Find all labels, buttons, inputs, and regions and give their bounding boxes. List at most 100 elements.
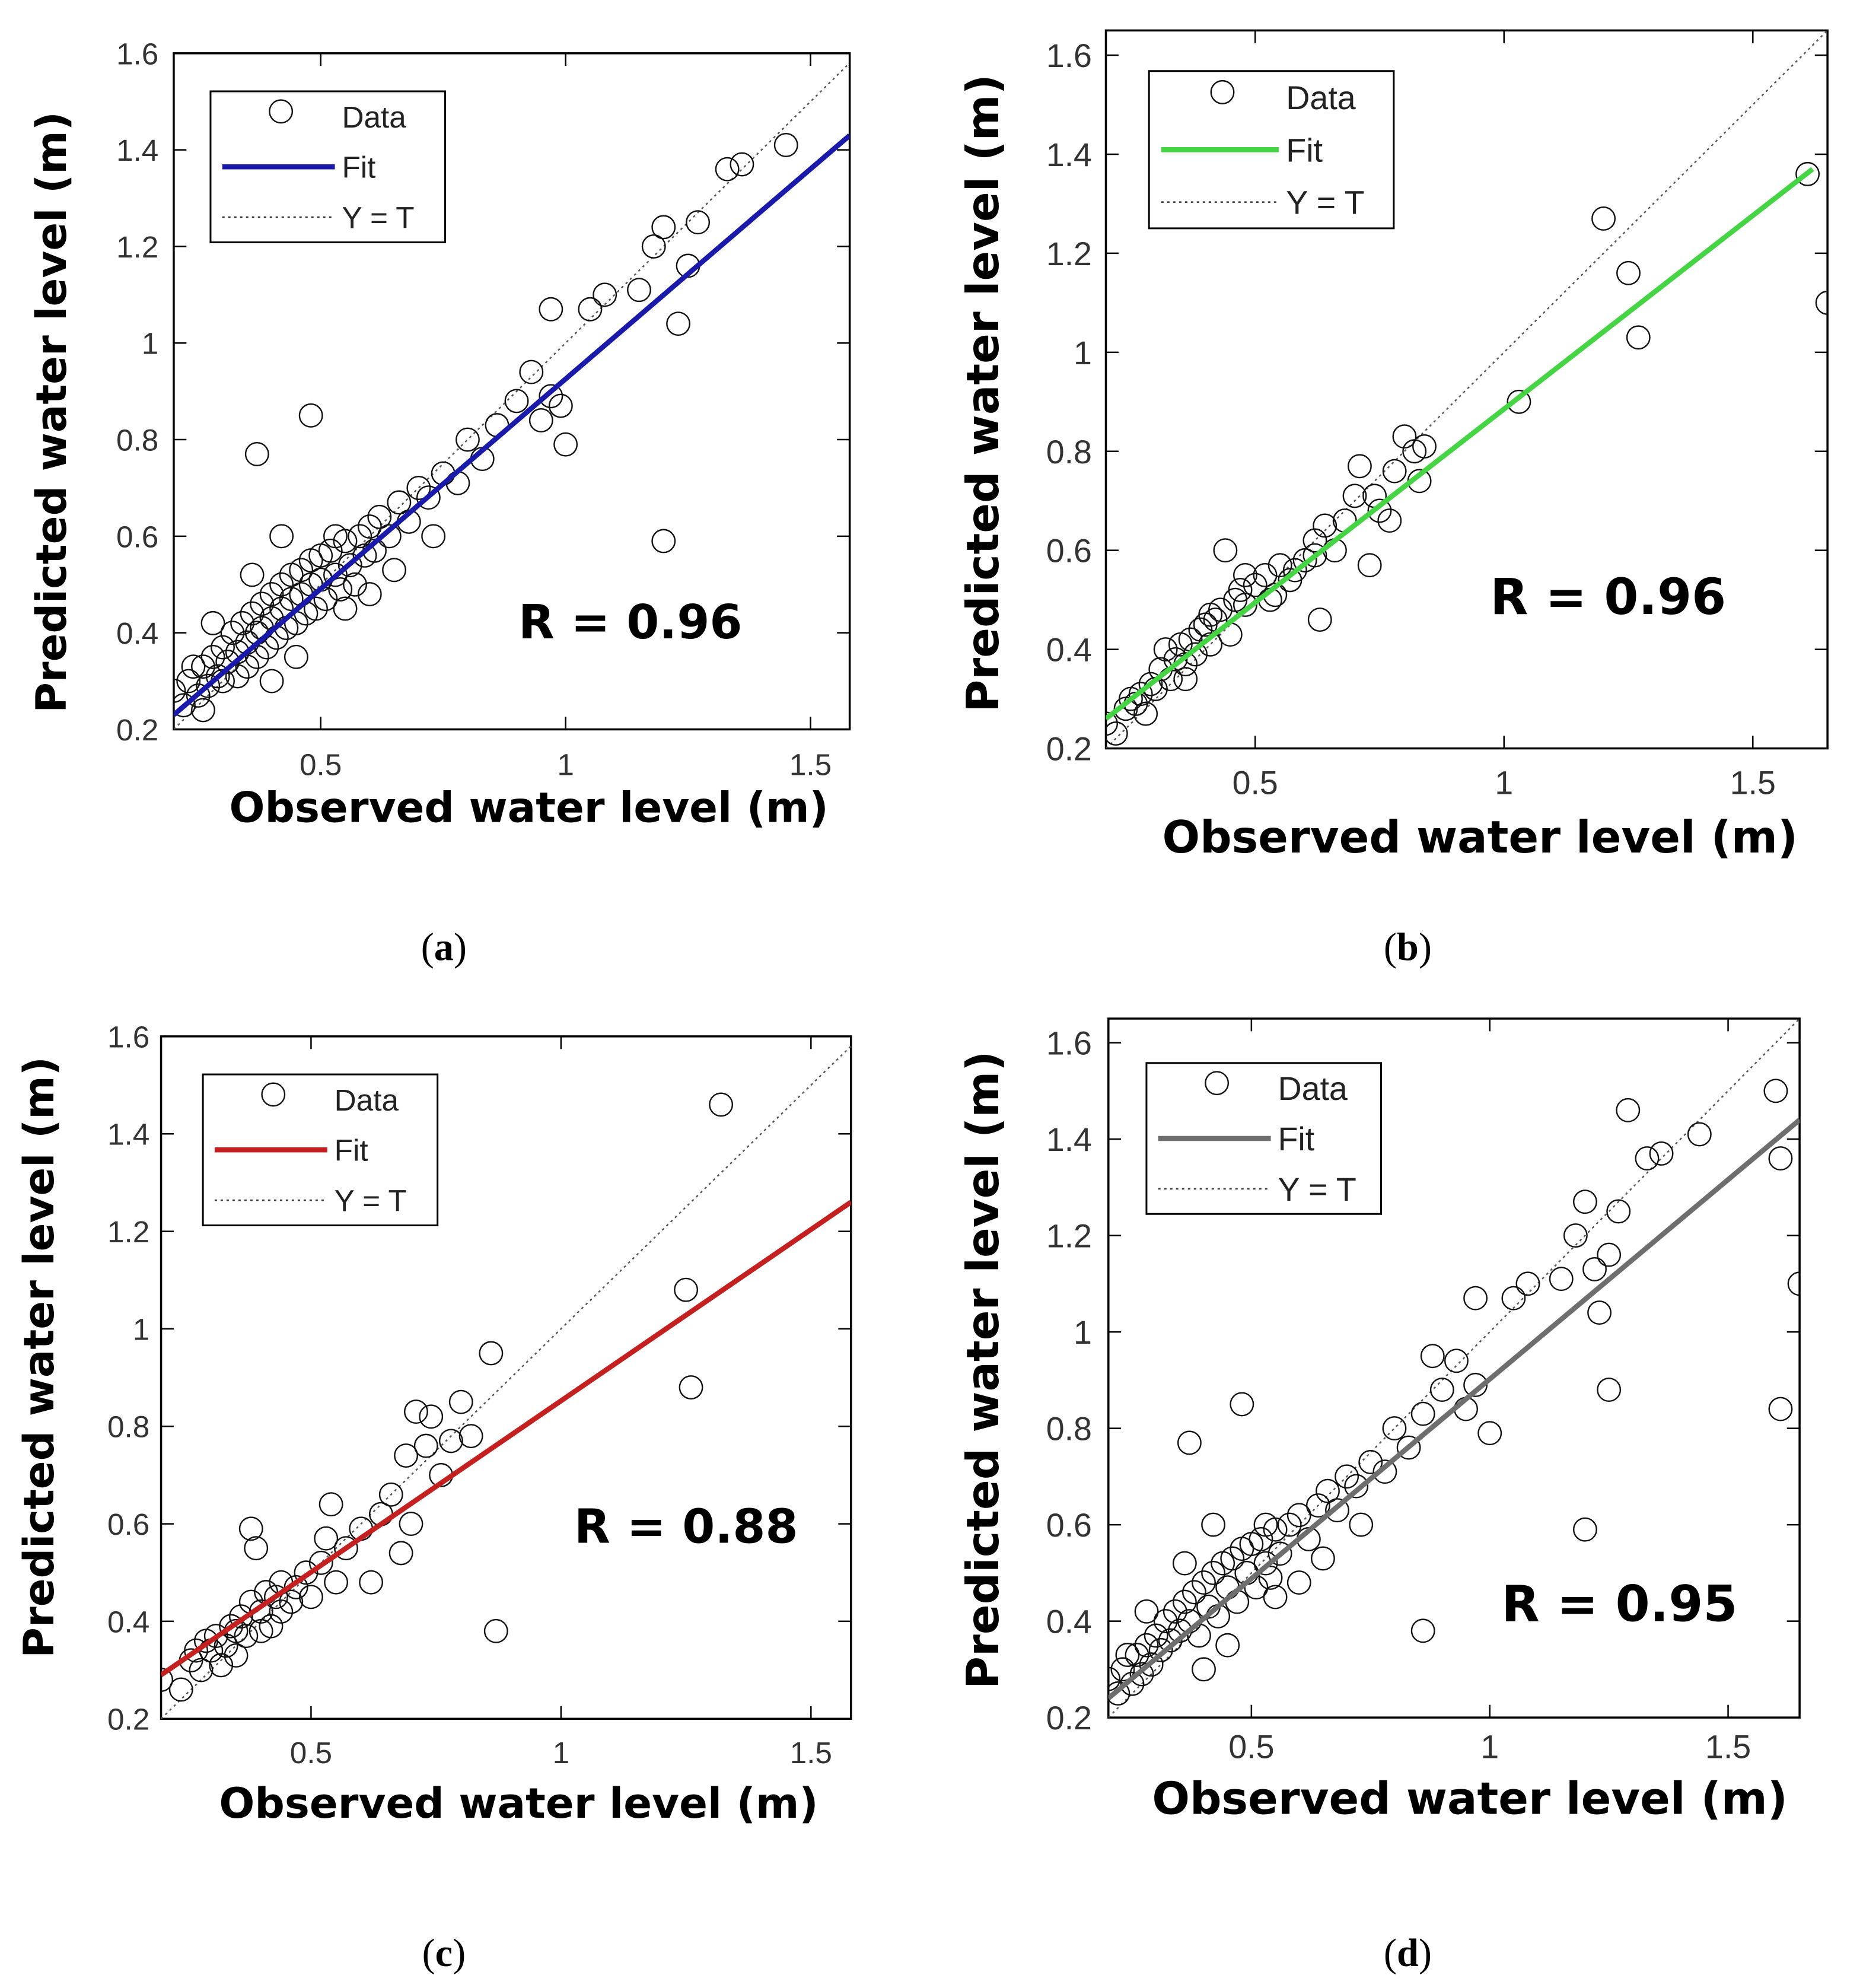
data-point-a xyxy=(186,683,211,708)
panel-caption-letter-a: a xyxy=(434,926,454,969)
data-point-a xyxy=(181,654,206,679)
data-point-d xyxy=(1134,1599,1159,1624)
legend-label-c: Fit xyxy=(335,1134,368,1168)
data-point-c xyxy=(324,1570,349,1595)
identity-line-b xyxy=(1106,30,1828,749)
data-point-b xyxy=(1106,721,1128,746)
data-point-c xyxy=(438,1429,463,1453)
data-point-d xyxy=(1249,1527,1273,1551)
data-point-c xyxy=(269,1599,294,1624)
data-point-c xyxy=(413,1433,438,1458)
data-point-c xyxy=(378,1482,403,1507)
panel-caption-open-paren-a: ( xyxy=(421,926,434,969)
data-point-b xyxy=(1228,578,1253,602)
data-point-b xyxy=(1188,617,1213,642)
y-tick-label-c: 0.6 xyxy=(107,1507,149,1541)
y-axis-label-d: Predicted water level (m) xyxy=(957,1051,1009,1689)
y-tick-label-a: 0.6 xyxy=(116,520,158,554)
identity-line-c xyxy=(161,1045,851,1719)
data-point-b xyxy=(1173,667,1198,692)
data-point-b xyxy=(1307,607,1332,632)
data-point-d xyxy=(1501,1286,1526,1311)
panel-caption-letter-c: c xyxy=(435,1932,453,1975)
data-point-c xyxy=(399,1512,423,1537)
legend-symbol-data-c xyxy=(261,1082,286,1107)
chart-panel-d: 0.5 1 1.5 0.2 0.4 0.6 0.8 1 1.2 1.4 1.6 Data Fit Y = … xyxy=(957,1017,1801,1975)
data-point-d xyxy=(1549,1267,1574,1292)
data-point-d xyxy=(1410,1401,1435,1426)
data-point-b xyxy=(1392,424,1417,449)
data-point-a xyxy=(173,678,186,703)
data-point-b xyxy=(1616,260,1641,285)
data-point-b xyxy=(1183,642,1208,667)
legend-a: Data Fit Y = T xyxy=(209,90,447,243)
data-point-c xyxy=(224,1643,249,1668)
legend-b: Data Fit Y = T xyxy=(1148,70,1395,230)
data-point-c xyxy=(319,1492,343,1517)
data-point-b xyxy=(1213,538,1238,563)
data-point-d xyxy=(1349,1512,1374,1537)
data-point-b xyxy=(1106,711,1118,736)
data-point-d xyxy=(1420,1344,1445,1369)
data-point-b xyxy=(1342,484,1367,508)
legend-c: Data Fit Y = T xyxy=(202,1073,439,1226)
data-point-a xyxy=(240,562,265,587)
y-tick-label-c: 0.4 xyxy=(107,1605,149,1639)
data-layer-a xyxy=(173,62,850,730)
data-point-d xyxy=(1444,1348,1469,1373)
data-point-c xyxy=(314,1526,339,1551)
data-point-d xyxy=(1768,1146,1793,1171)
data-point-a xyxy=(269,572,294,597)
data-point-a xyxy=(176,669,201,694)
data-point-d xyxy=(1172,1589,1197,1614)
r-annotation-d: R = 0.95 xyxy=(1502,1576,1738,1633)
data-point-b xyxy=(1138,672,1163,696)
x-axis-label-d: Observed water level (m) xyxy=(1152,1773,1788,1825)
data-point-d xyxy=(1148,1637,1173,1662)
data-point-a xyxy=(382,558,407,583)
data-point-c xyxy=(294,1560,319,1585)
data-point-d xyxy=(1277,1512,1302,1537)
data-point-c xyxy=(238,1516,263,1541)
data-point-c xyxy=(228,1604,253,1629)
y-tick-label-d: 1.4 xyxy=(1046,1121,1092,1158)
y-tick-label-b: 0.6 xyxy=(1046,533,1092,570)
data-point-d xyxy=(1582,1257,1607,1281)
x-tick-label-d: 1 xyxy=(1480,1729,1499,1766)
data-point-c xyxy=(359,1570,384,1595)
y-tick-label-d: 0.4 xyxy=(1046,1604,1092,1640)
data-point-d xyxy=(1158,1628,1183,1653)
chart-panel-c: 0.5 1 1.5 0.2 0.4 0.6 0.8 1 1.2 1.4 1.6 Data Fit Y = … xyxy=(15,1020,852,1975)
legend-label-b: Data xyxy=(1286,79,1355,116)
y-tick-label-d: 1 xyxy=(1074,1314,1092,1351)
data-point-c xyxy=(483,1618,508,1643)
data-point-d xyxy=(1263,1585,1288,1610)
legend-label-c: Data xyxy=(335,1083,399,1117)
panel-caption-close-paren-d: ) xyxy=(1419,1932,1432,1975)
data-point-d xyxy=(1606,1199,1631,1224)
data-point-a xyxy=(421,524,446,549)
data-point-d xyxy=(1129,1662,1154,1687)
data-point-a xyxy=(357,582,382,606)
r-annotation-b: R = 0.96 xyxy=(1490,568,1726,626)
data-point-d xyxy=(1768,1397,1793,1421)
data-point-a xyxy=(377,524,402,549)
data-point-a xyxy=(348,524,372,549)
data-point-d xyxy=(1144,1623,1168,1648)
y-tick-label-c: 1.4 xyxy=(107,1118,149,1152)
data-point-d xyxy=(1192,1570,1216,1595)
legend-label-b: Fit xyxy=(1286,132,1323,168)
y-tick-label-c: 1 xyxy=(133,1312,150,1346)
data-point-d xyxy=(1268,1541,1292,1566)
data-point-b xyxy=(1412,434,1437,459)
data-point-a xyxy=(387,490,412,515)
data-point-b xyxy=(1133,701,1158,726)
data-point-a xyxy=(269,524,294,549)
data-point-a xyxy=(230,610,254,635)
data-point-d xyxy=(1515,1271,1540,1296)
data-point-a xyxy=(191,654,215,679)
legend-label-d: Y = T xyxy=(1278,1171,1356,1208)
data-point-b xyxy=(1377,508,1402,533)
data-point-d xyxy=(1110,1657,1135,1682)
legend-symbol-data-a xyxy=(269,99,294,124)
